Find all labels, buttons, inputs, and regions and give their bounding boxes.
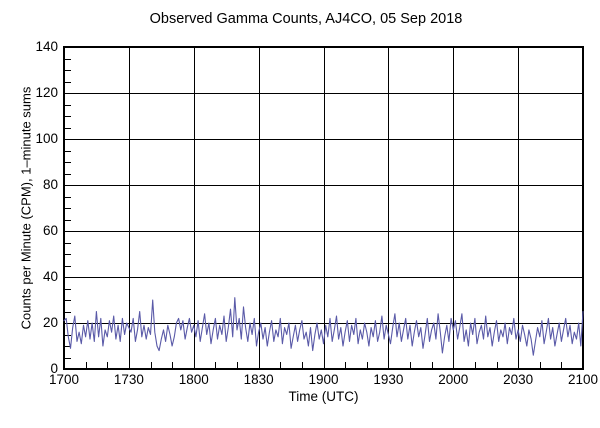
y-tick-label: 120 [35,85,58,100]
x-tick-label: 1830 [243,372,274,387]
plot-frame [63,46,584,370]
y-tick-label: 20 [42,315,58,330]
y-tick-label: 80 [42,177,58,192]
x-tick-label: 2030 [503,372,534,387]
data-line [63,297,584,356]
x-tick-label: 1700 [48,372,80,387]
y-tick-label: 40 [42,269,58,284]
chart-title: Observed Gamma Counts, AJ4CO, 05 Sep 201… [149,11,463,27]
x-tick-label: 2100 [567,372,599,387]
x-axis-title: Time (UTC) [288,389,359,404]
y-tick-label: 100 [35,131,58,146]
x-tick-label: 1730 [113,372,144,387]
y-tick-label: 60 [42,223,58,238]
x-tick-label: 1800 [178,372,209,387]
x-tick-label: 2000 [438,372,469,387]
y-tick-label: 140 [35,39,58,54]
x-tick-label: 1930 [373,372,404,387]
x-tick-label: 1900 [308,372,339,387]
y-tick-label: 0 [50,361,58,376]
